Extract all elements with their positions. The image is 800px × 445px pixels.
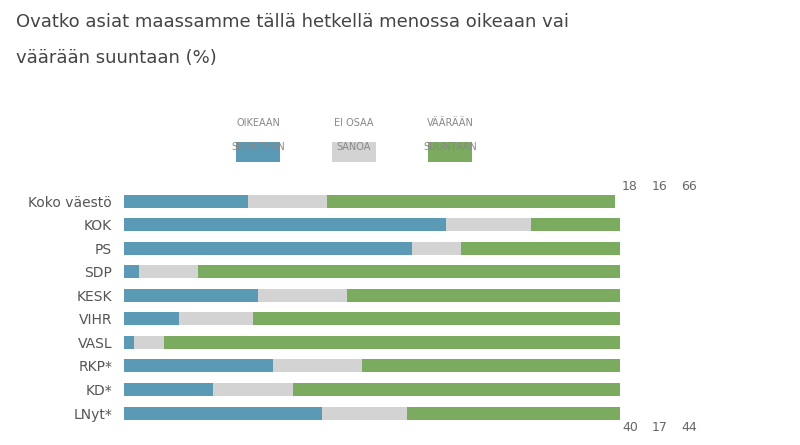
Bar <box>198 265 620 278</box>
Bar <box>248 194 327 207</box>
Bar <box>134 336 164 349</box>
Text: VÄÄRÄÄN: VÄÄRÄÄN <box>426 118 474 128</box>
Text: SUUNTAAN: SUUNTAAN <box>231 142 285 152</box>
Bar <box>178 312 253 325</box>
Text: EI OSAA: EI OSAA <box>334 118 374 128</box>
Text: SUUNTAAN: SUUNTAAN <box>423 142 477 152</box>
Text: 40: 40 <box>622 421 638 434</box>
Bar <box>412 242 462 255</box>
Text: OIKEAAN: OIKEAAN <box>236 118 280 128</box>
Bar <box>406 407 625 420</box>
Bar <box>214 383 293 396</box>
Bar <box>322 407 406 420</box>
Bar <box>124 383 214 396</box>
Bar <box>462 242 620 255</box>
Text: 44: 44 <box>682 421 698 434</box>
Bar <box>164 336 620 349</box>
Bar <box>124 242 412 255</box>
Text: SANOA: SANOA <box>337 142 371 152</box>
Bar <box>124 289 258 302</box>
Bar <box>347 289 620 302</box>
Bar <box>530 218 620 231</box>
Bar <box>124 336 134 349</box>
Bar <box>124 312 178 325</box>
Bar <box>293 383 620 396</box>
Bar <box>273 360 362 372</box>
Text: väärään suuntaan (%): väärään suuntaan (%) <box>16 49 217 67</box>
Bar <box>327 194 615 207</box>
Text: Ovatko asiat maassamme tällä hetkellä menossa oikeaan vai: Ovatko asiat maassamme tällä hetkellä me… <box>16 13 569 31</box>
Bar <box>253 312 620 325</box>
Text: 17: 17 <box>652 421 668 434</box>
Text: 18: 18 <box>622 180 638 194</box>
Bar <box>124 218 446 231</box>
Bar <box>139 265 198 278</box>
Bar <box>258 289 347 302</box>
Bar <box>124 194 248 207</box>
Text: 66: 66 <box>682 180 698 194</box>
Text: 16: 16 <box>652 180 667 194</box>
Bar <box>124 360 273 372</box>
Bar <box>362 360 620 372</box>
Bar <box>446 218 530 231</box>
Bar <box>124 407 322 420</box>
Bar <box>124 265 139 278</box>
